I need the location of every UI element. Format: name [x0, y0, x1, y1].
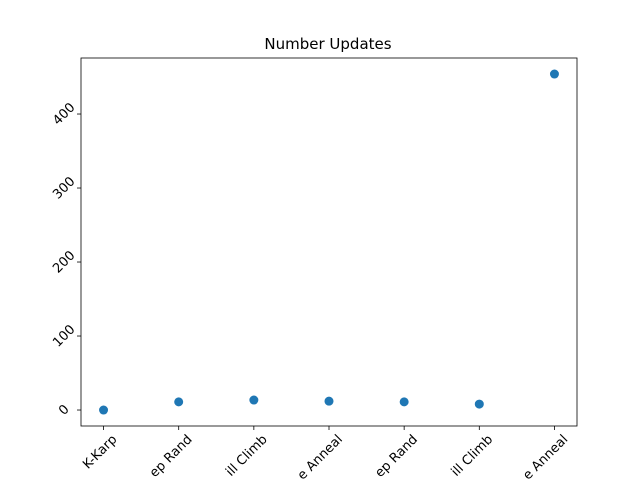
point: [174, 397, 184, 407]
point: [399, 397, 409, 407]
point: [474, 399, 484, 409]
point: [249, 395, 259, 405]
point: [324, 396, 334, 406]
chart-title: Number Updates: [264, 35, 391, 53]
point: [549, 69, 559, 79]
point: [99, 405, 109, 415]
